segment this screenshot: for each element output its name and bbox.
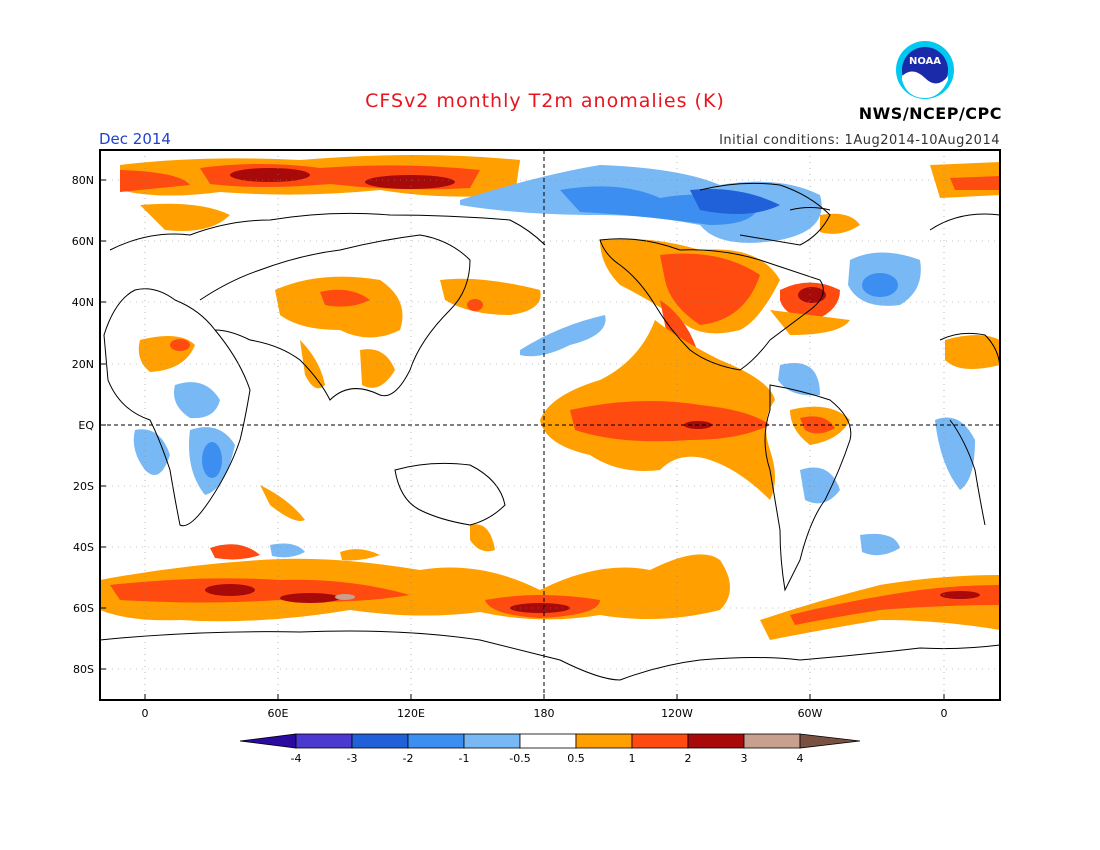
lat-label: 80N (72, 174, 94, 187)
colorbar-segment (295, 733, 353, 749)
reference-lines (100, 150, 1000, 700)
lat-label: 20N (72, 358, 94, 371)
lon-label: 60E (268, 707, 289, 720)
lon-label: 0 (941, 707, 948, 720)
anomaly-region-africa-cold (133, 382, 975, 558)
anomaly-region-asia-warm (138, 203, 1000, 389)
valid-period-label: Dec 2014 (99, 130, 171, 148)
lon-label: 180 (534, 707, 555, 720)
agency-label: NWS/NCEP/CPC (858, 104, 1002, 123)
lon-label: 120E (397, 707, 425, 720)
lon-label: 0 (142, 707, 149, 720)
colorbar-segment (239, 733, 297, 749)
lat-label: 60N (72, 235, 94, 248)
colorbar-labels: -4 -3 -2 -1 -0.5 0.5 1 2 3 4 (291, 752, 804, 765)
lat-label: 80S (73, 663, 94, 676)
anomaly-region-arctic-eurasia (120, 155, 1000, 198)
colorbar-label: 2 (685, 752, 692, 765)
lat-label: 40N (72, 296, 94, 309)
map-frame (99, 149, 1001, 701)
colorbar-segment (631, 733, 689, 749)
colorbar-label: -1 (459, 752, 470, 765)
lon-label: 120W (661, 707, 693, 720)
axis-ticks (100, 179, 945, 700)
lat-label: 40S (73, 541, 94, 554)
anomaly-region-north-america-warm (600, 238, 850, 364)
lat-label: EQ (78, 419, 94, 432)
colorbar-label: 1 (629, 752, 636, 765)
colorbar-segment (463, 733, 521, 749)
colorbar-label: 0.5 (567, 752, 585, 765)
latitude-labels: 80N 60N 40N 20N EQ 20S 40S 60S 80S (72, 174, 95, 676)
colorbar-segment (575, 733, 633, 749)
colorbar-segment (351, 733, 409, 749)
chart-title: CFSv2 monthly T2m anomalies (K) (365, 90, 725, 112)
colorbar-segment (799, 733, 861, 749)
colorbar-segment (743, 733, 801, 749)
colorbar-label: -4 (291, 752, 302, 765)
lat-label: 20S (73, 480, 94, 493)
grid-lines (100, 150, 1000, 700)
anomaly-region-arctic-cold (460, 165, 822, 243)
colorbar-label: -3 (347, 752, 358, 765)
colorbar-segment (519, 733, 577, 749)
lat-label: 60S (73, 602, 94, 615)
colorbar-segment (407, 733, 465, 749)
lon-label: 60W (798, 707, 823, 720)
colorbar-label: 4 (797, 752, 804, 765)
colorbar (239, 733, 861, 749)
colorbar-label: -0.5 (509, 752, 530, 765)
coastlines (100, 182, 1000, 681)
logo-text: NOAA (909, 56, 941, 67)
anomaly-region-pacific-warm (520, 315, 850, 500)
colorbar-label: 3 (741, 752, 748, 765)
noaa-logo-icon: NOAA (896, 41, 954, 99)
longitude-labels: 0 60E 120E 180 120W 60W 0 (142, 707, 948, 720)
colorbar-label: -2 (403, 752, 414, 765)
anomaly-region-southern-ocean-warm (100, 524, 1000, 640)
anomaly-region-north-atlantic-cold (778, 252, 921, 396)
initial-conditions-label: Initial conditions: 1Aug2014-10Aug2014 (719, 133, 1000, 148)
colorbar-segment (687, 733, 745, 749)
